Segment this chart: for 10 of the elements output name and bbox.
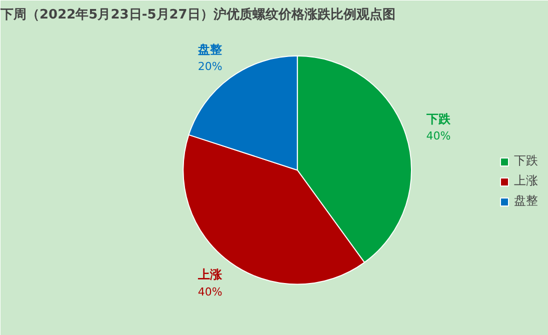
data-label: 40% bbox=[198, 285, 222, 298]
data-label: 40% bbox=[426, 130, 451, 143]
slice-label: 盘整 bbox=[197, 42, 224, 57]
data-label: 20% bbox=[198, 60, 222, 74]
legend-label: 上涨 bbox=[514, 172, 538, 190]
slice-label: 下跌 bbox=[425, 112, 452, 126]
chart-title: 下周（2022年5月23日-5月27日）沪优质螺纹价格涨跌比例观点图 bbox=[0, 6, 396, 22]
slice-label: 上涨 bbox=[197, 268, 224, 282]
legend-label: 盘整 bbox=[514, 192, 538, 210]
legend-label: 下跌 bbox=[514, 152, 538, 170]
